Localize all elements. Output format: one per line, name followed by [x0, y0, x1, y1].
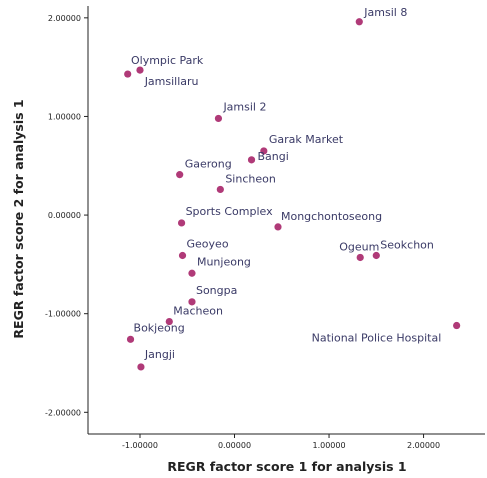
point-label: Jamsil 2	[222, 100, 266, 113]
point-label: Munjeong	[197, 255, 251, 268]
point-label: Bangi	[258, 150, 289, 163]
data-point	[137, 363, 145, 371]
point-label: Sports Complex	[186, 205, 273, 218]
point-labels: Jamsil 8 Olympic Park Jamsillaru Jamsil 2 Ga…	[131, 6, 441, 361]
data-point	[188, 298, 196, 306]
data-point	[188, 269, 196, 277]
x-tick-label: 0.00000	[218, 441, 251, 450]
y-tick-label: -2.00000	[45, 408, 81, 417]
point-label: Macheon	[173, 305, 223, 318]
point-label: Gaerong	[185, 158, 232, 171]
x-tick-label: 1.00000	[312, 441, 345, 450]
point-label: Songpa	[196, 284, 237, 297]
point-label: Jamsil 8	[363, 6, 407, 19]
data-point	[178, 251, 187, 260]
data-point	[356, 253, 364, 262]
y-tick-label: -1.00000	[45, 310, 81, 319]
axes	[87, 6, 485, 435]
point-label: Seokchon	[380, 239, 434, 252]
point-label: Garak Market	[269, 133, 344, 146]
point-label: Ogeum	[339, 240, 379, 253]
data-point	[176, 171, 184, 179]
point-label: National Police Hospital	[312, 332, 442, 345]
point-label: Jangji	[144, 348, 175, 361]
ticks: -2.00000 -1.00000 0.00000 1.00000 2.00000 -1.…	[45, 14, 440, 450]
y-tick-label: 1.00000	[48, 112, 81, 121]
data-point	[372, 251, 380, 260]
data-point	[216, 185, 224, 194]
data-point	[274, 223, 282, 231]
data-points	[124, 18, 461, 371]
point-label: Sincheon	[225, 172, 276, 185]
data-point	[247, 156, 256, 164]
data-point	[453, 321, 461, 330]
y-axis-title: REGR factor score 2 for analysis 1	[11, 99, 26, 338]
y-tick-label: 2.00000	[48, 14, 81, 23]
x-axis-title: REGR factor score 1 for analysis 1	[167, 459, 406, 474]
point-label: Jamsillaru	[144, 75, 199, 88]
point-label: Olympic Park	[131, 54, 204, 67]
y-tick-label: 0.00000	[48, 211, 81, 220]
data-point	[177, 219, 186, 227]
data-point	[136, 66, 144, 74]
data-point	[126, 335, 135, 343]
x-tick-label: 2.00000	[407, 441, 440, 450]
data-point	[355, 18, 363, 26]
data-point	[165, 317, 173, 326]
x-tick-label: -1.00000	[122, 441, 158, 450]
data-point	[214, 114, 223, 123]
point-label: Geoyeo	[187, 238, 229, 251]
data-point	[124, 70, 132, 78]
data-point	[260, 147, 268, 155]
point-label: Mongchontoseong	[281, 210, 382, 223]
point-label: Bokjeong	[134, 321, 185, 334]
